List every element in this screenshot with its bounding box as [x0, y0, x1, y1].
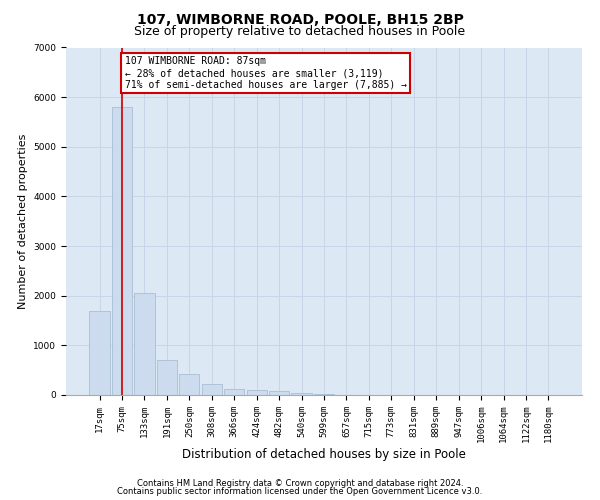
Bar	[157, 360, 177, 395]
Bar	[112, 107, 132, 395]
Bar	[314, 394, 334, 395]
X-axis label: Distribution of detached houses by size in Poole: Distribution of detached houses by size …	[182, 448, 466, 461]
Bar	[89, 310, 110, 395]
Text: Contains public sector information licensed under the Open Government Licence v3: Contains public sector information licen…	[118, 487, 482, 496]
Text: Contains HM Land Registry data © Crown copyright and database right 2024.: Contains HM Land Registry data © Crown c…	[137, 478, 463, 488]
Bar	[224, 388, 244, 395]
Text: 107, WIMBORNE ROAD, POOLE, BH15 2BP: 107, WIMBORNE ROAD, POOLE, BH15 2BP	[137, 12, 463, 26]
Bar	[247, 390, 267, 395]
Bar	[179, 374, 199, 395]
Y-axis label: Number of detached properties: Number of detached properties	[18, 134, 28, 309]
Text: 107 WIMBORNE ROAD: 87sqm
← 28% of detached houses are smaller (3,119)
71% of sem: 107 WIMBORNE ROAD: 87sqm ← 28% of detach…	[125, 56, 407, 90]
Bar	[292, 392, 311, 395]
Bar	[134, 293, 155, 395]
Bar	[269, 391, 289, 395]
Text: Size of property relative to detached houses in Poole: Size of property relative to detached ho…	[134, 25, 466, 38]
Bar	[202, 384, 222, 395]
